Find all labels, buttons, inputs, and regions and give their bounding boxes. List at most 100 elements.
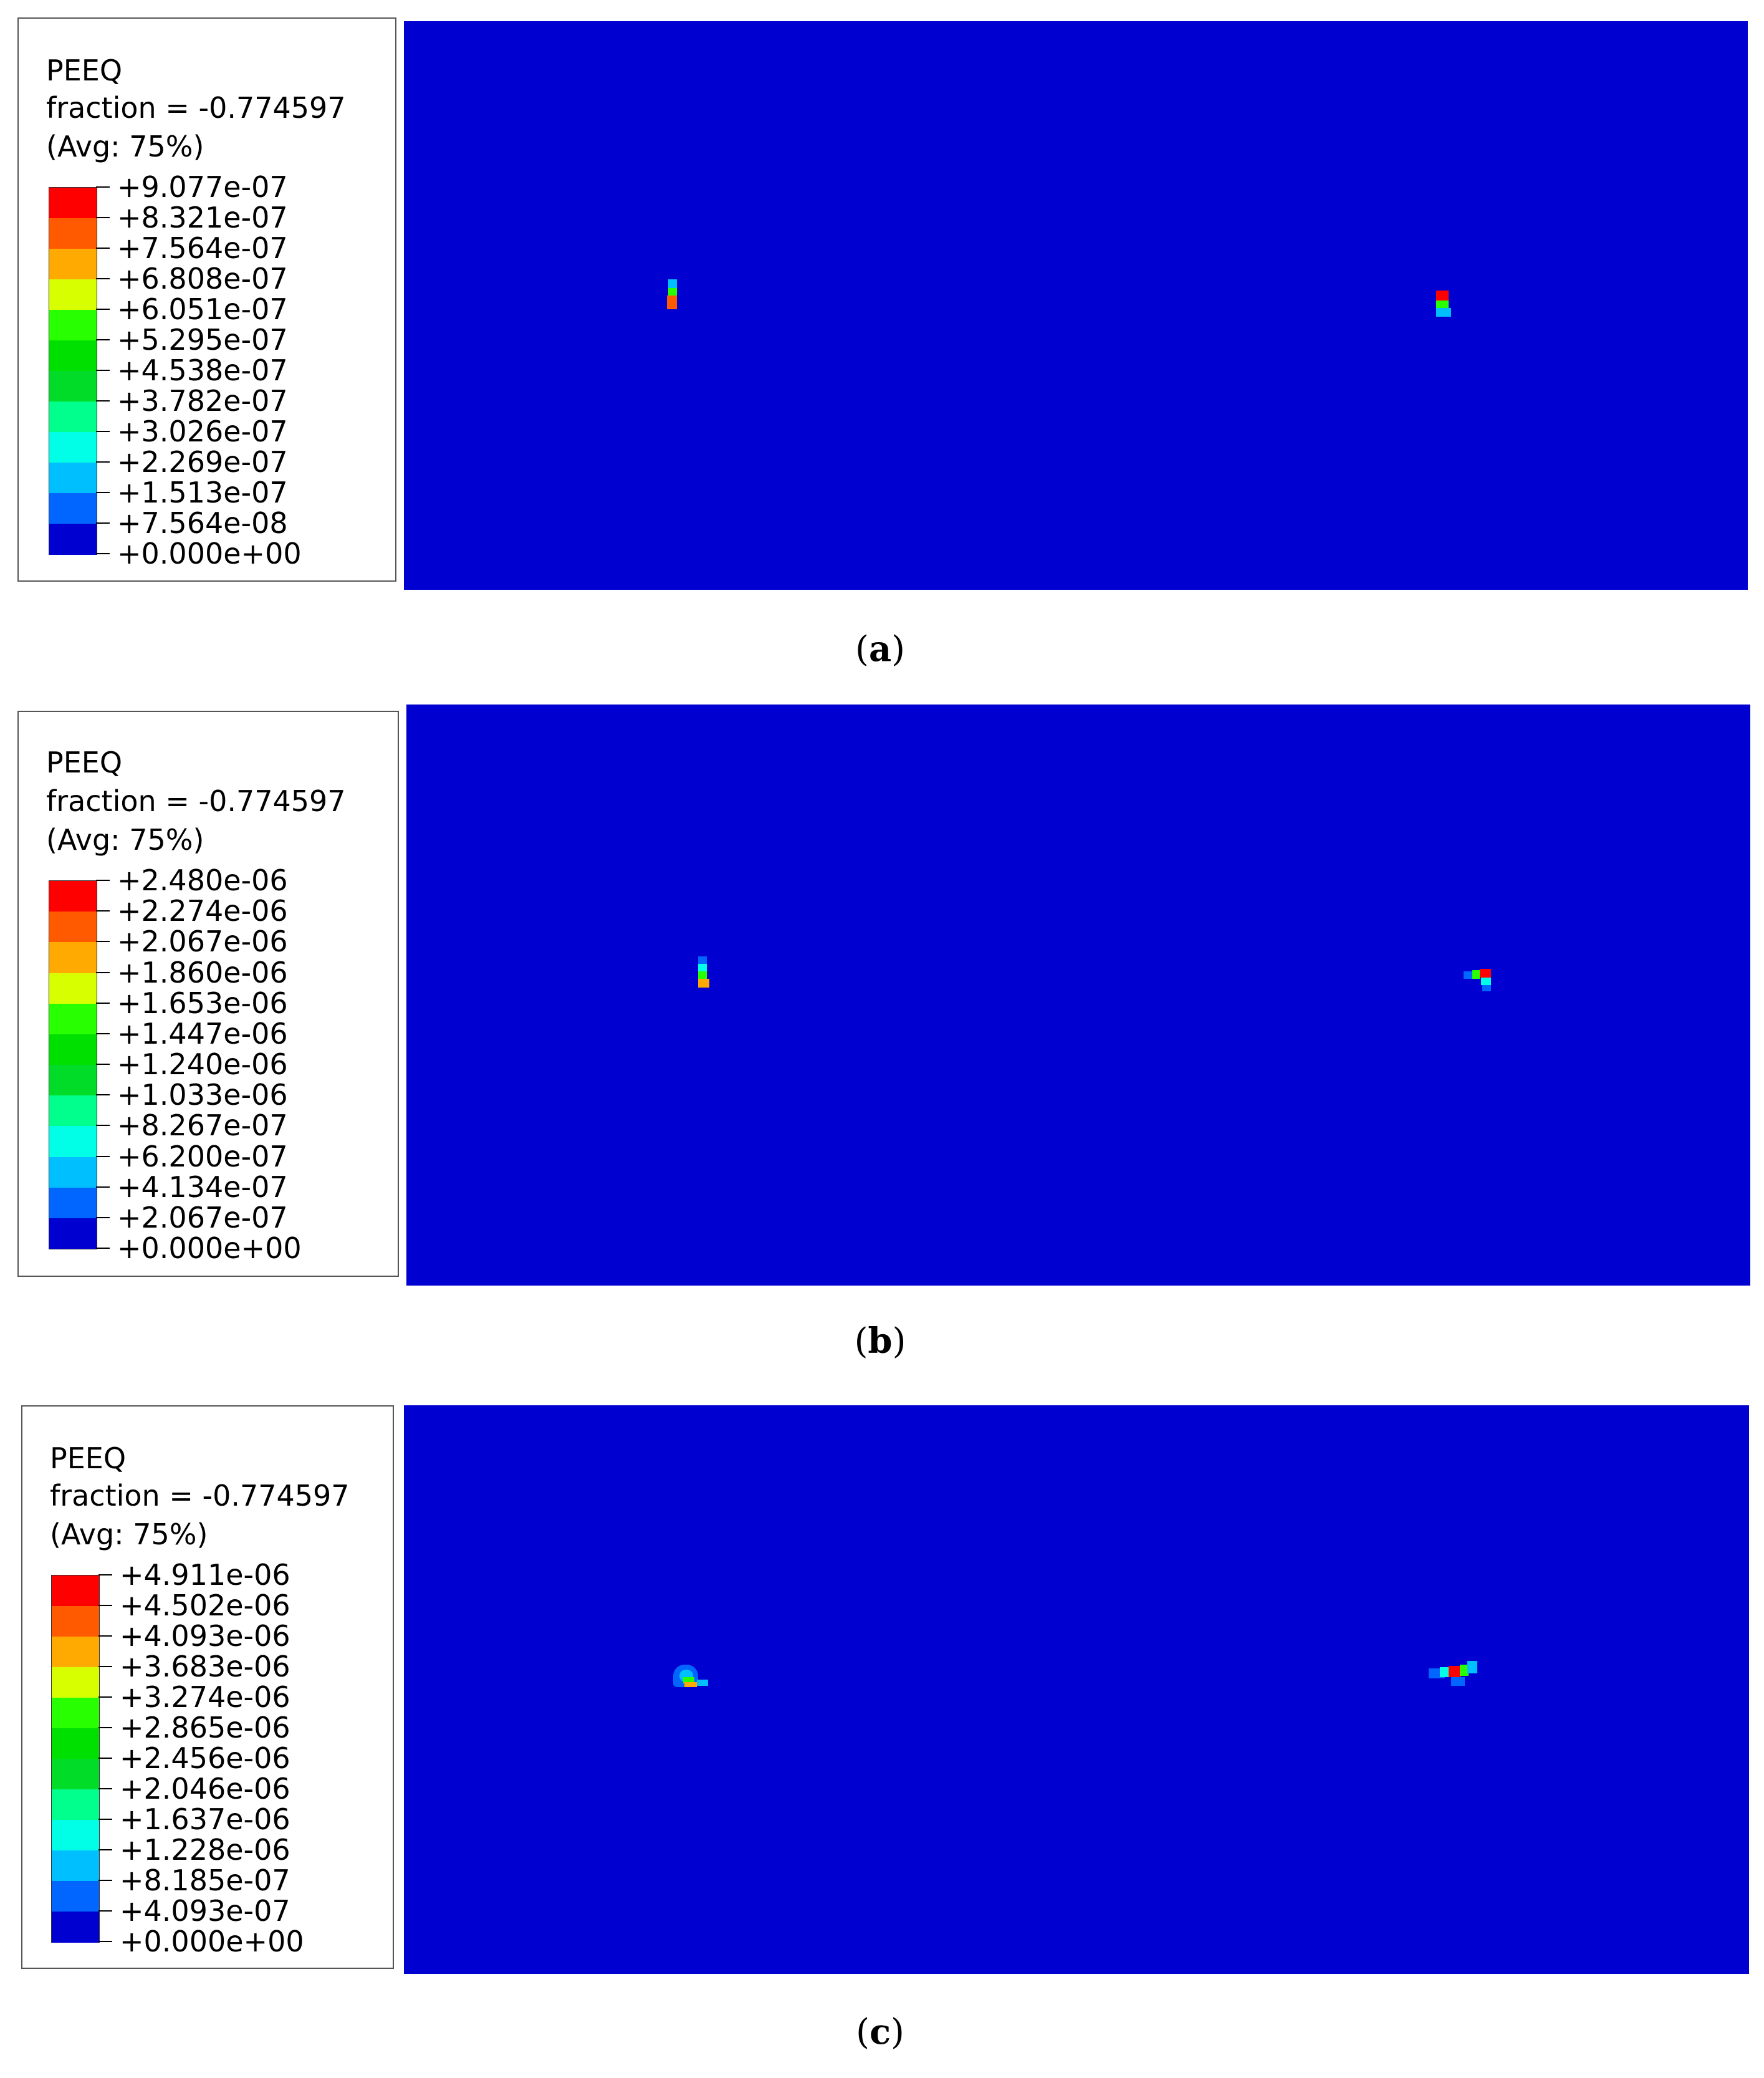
legend-value-label: +2.269e-07 bbox=[117, 445, 288, 479]
contour-plot-a bbox=[404, 21, 1748, 590]
contour-plot-c bbox=[404, 1405, 1749, 1974]
color-swatch bbox=[52, 1759, 99, 1790]
legend-value-label: +4.538e-07 bbox=[117, 354, 288, 387]
color-swatch bbox=[52, 1881, 99, 1912]
legend-tick bbox=[96, 1125, 110, 1127]
legend-value-label: +3.683e-06 bbox=[120, 1650, 290, 1683]
color-swatch bbox=[49, 279, 97, 310]
legend-tick bbox=[96, 910, 110, 912]
legend-tick bbox=[96, 1155, 110, 1157]
legend-value-label: +0.000e+00 bbox=[120, 1925, 304, 1958]
color-swatch bbox=[49, 912, 97, 943]
legend-tick bbox=[96, 248, 110, 249]
legend-title: PEEQ bbox=[46, 54, 123, 87]
strain-spot-left bbox=[668, 279, 677, 288]
color-swatch bbox=[52, 1667, 99, 1698]
legend-tick bbox=[96, 553, 110, 554]
legend-tick bbox=[98, 1880, 112, 1881]
legend-tick bbox=[98, 1819, 112, 1820]
legend-tick bbox=[96, 1094, 110, 1096]
color-swatch bbox=[49, 493, 97, 524]
legend-value-label: +1.637e-06 bbox=[120, 1802, 290, 1836]
legend-value-label: +0.000e+00 bbox=[117, 537, 302, 570]
color-swatch bbox=[49, 1095, 97, 1127]
color-swatch bbox=[49, 371, 97, 402]
legend-value-label: +5.295e-07 bbox=[117, 323, 288, 357]
strain-spot-left bbox=[668, 288, 677, 296]
legend-tick bbox=[96, 1248, 110, 1249]
color-swatch bbox=[49, 1126, 97, 1157]
caption-c: (c) bbox=[856, 2011, 904, 2052]
caption-b: (b) bbox=[854, 1320, 906, 1362]
legend-title: PEEQ bbox=[50, 1441, 127, 1475]
color-swatch bbox=[49, 340, 97, 372]
strain-spot-right bbox=[1436, 308, 1451, 317]
legend-tick bbox=[98, 1696, 112, 1698]
legend-value-label: +4.093e-06 bbox=[120, 1619, 290, 1653]
legend-tick bbox=[96, 522, 110, 524]
color-swatch bbox=[49, 1065, 97, 1096]
color-swatch bbox=[49, 973, 97, 1004]
caption-letter: a bbox=[868, 628, 892, 670]
legend-tick bbox=[98, 1910, 112, 1912]
color-swatch bbox=[49, 1157, 97, 1188]
color-bar-b bbox=[49, 880, 97, 1249]
color-swatch bbox=[49, 432, 97, 463]
color-swatch bbox=[49, 942, 97, 973]
legend-value-label: +1.513e-07 bbox=[117, 476, 288, 509]
legend-tick bbox=[96, 217, 110, 218]
strain-spot-right bbox=[1440, 1667, 1450, 1677]
legend-value-label: +3.782e-07 bbox=[117, 384, 288, 418]
legend-value-label: +1.033e-06 bbox=[117, 1078, 288, 1112]
legend-tick bbox=[96, 339, 110, 340]
color-swatch bbox=[49, 1034, 97, 1065]
legend-value-label: +2.456e-06 bbox=[120, 1741, 290, 1775]
color-swatch bbox=[52, 1789, 99, 1821]
strain-spot-right bbox=[1481, 978, 1491, 985]
legend-tick bbox=[96, 370, 110, 371]
legend-value-label: +1.228e-06 bbox=[120, 1833, 290, 1867]
color-bar-a bbox=[49, 187, 97, 555]
legend-value-label: +6.200e-07 bbox=[117, 1139, 288, 1173]
legend-value-label: +4.502e-06 bbox=[120, 1589, 290, 1622]
strain-spot-left bbox=[698, 956, 707, 964]
color-swatch bbox=[49, 188, 97, 219]
strain-spot-right bbox=[1451, 1677, 1465, 1686]
legend-tick bbox=[96, 461, 110, 463]
legend-tick bbox=[96, 941, 110, 943]
strain-spot-right bbox=[1460, 1665, 1469, 1676]
legend-fraction: fraction = -0.774597 bbox=[46, 91, 346, 125]
strain-spot-right bbox=[1436, 291, 1449, 301]
legend-value-label: +8.321e-07 bbox=[117, 201, 288, 234]
legend-value-label: +2.067e-07 bbox=[117, 1200, 288, 1234]
legend-avg: (Avg: 75%) bbox=[46, 823, 204, 857]
legend-avg: (Avg: 75%) bbox=[50, 1518, 208, 1551]
strain-spot-right bbox=[1464, 971, 1472, 979]
color-swatch bbox=[49, 881, 97, 912]
legend-value-label: +1.860e-06 bbox=[117, 955, 288, 989]
legend-fraction: fraction = -0.774597 bbox=[50, 1479, 350, 1513]
strain-spot-right bbox=[1449, 1666, 1461, 1677]
legend-tick bbox=[98, 1941, 112, 1942]
color-swatch bbox=[49, 524, 97, 555]
legend-value-label: +6.051e-07 bbox=[117, 292, 288, 326]
strain-spot-left bbox=[698, 964, 707, 971]
legend-tick bbox=[96, 1002, 110, 1004]
legend-tick bbox=[96, 186, 110, 188]
legend-tick bbox=[96, 1032, 110, 1034]
color-bar-c bbox=[51, 1575, 100, 1943]
legend-tick bbox=[96, 1064, 110, 1065]
legend-tick bbox=[98, 1635, 112, 1637]
legend-value-label: +0.000e+00 bbox=[117, 1231, 302, 1265]
color-swatch bbox=[52, 1912, 99, 1943]
color-swatch bbox=[49, 1218, 97, 1249]
color-swatch bbox=[49, 310, 97, 341]
legend-tick bbox=[98, 1788, 112, 1789]
legend-value-label: +4.134e-07 bbox=[117, 1170, 288, 1204]
legend-tick bbox=[96, 278, 110, 279]
color-swatch bbox=[49, 218, 97, 249]
strain-spot-left bbox=[667, 296, 677, 309]
color-swatch bbox=[52, 1698, 99, 1729]
color-swatch bbox=[49, 249, 97, 280]
legend-value-label: +6.808e-07 bbox=[117, 262, 288, 296]
